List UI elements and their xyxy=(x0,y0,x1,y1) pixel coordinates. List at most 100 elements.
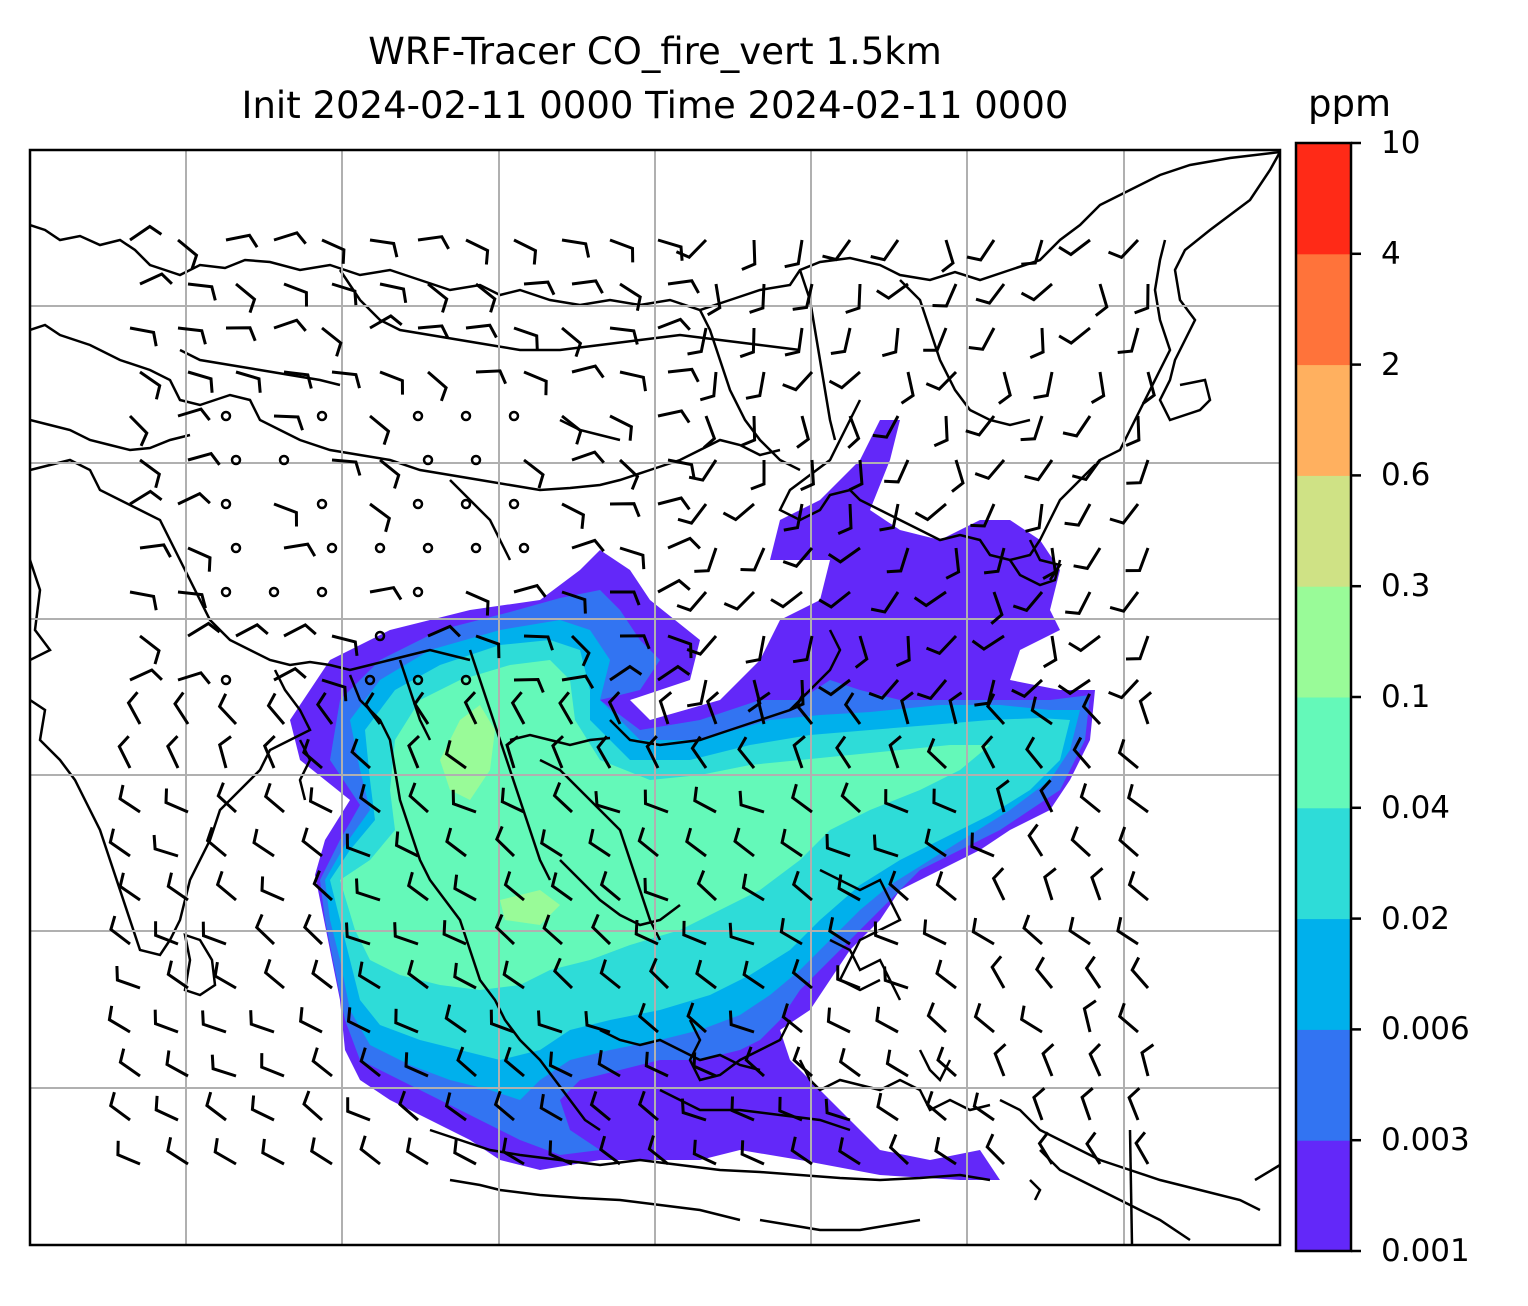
wind-barb xyxy=(1090,371,1106,404)
wind-barb xyxy=(913,590,947,608)
wind-barb xyxy=(1127,1087,1141,1121)
wind-barb xyxy=(695,959,717,990)
wind-barb-calm xyxy=(278,454,290,466)
wind-barb xyxy=(741,239,757,271)
wind-barb xyxy=(205,1091,227,1122)
wind-barb xyxy=(108,1091,131,1122)
wind-barb xyxy=(974,459,1006,481)
wind-barb xyxy=(413,691,430,725)
wind-barb xyxy=(216,782,238,814)
wind-barb xyxy=(589,1090,611,1122)
wind-barb xyxy=(884,459,910,484)
colorbar-tick-label: 0.6 xyxy=(1381,457,1431,494)
wind-barb xyxy=(540,829,563,858)
wind-barb xyxy=(542,914,563,946)
wind-barb xyxy=(128,414,149,447)
wind-barb xyxy=(596,735,612,769)
wind-barb xyxy=(118,784,141,814)
wind-barb xyxy=(1142,371,1156,405)
wind-barb xyxy=(273,318,307,332)
wind-barb xyxy=(782,547,814,568)
wind-barb xyxy=(118,1048,141,1078)
wind-barb xyxy=(551,735,565,769)
wind-barb xyxy=(558,691,574,725)
wind-barb xyxy=(451,789,477,814)
wind-barb xyxy=(523,458,545,489)
wind-barb xyxy=(1085,1131,1102,1165)
wind-barb xyxy=(619,546,646,570)
colorbar-tick-label: 2 xyxy=(1381,346,1401,383)
wind-barb xyxy=(1062,415,1092,438)
wind-barb xyxy=(513,326,539,350)
wind-barb xyxy=(990,591,1004,625)
wind-barb xyxy=(107,1005,131,1034)
wind-barb xyxy=(827,546,861,564)
wind-barb xyxy=(109,915,131,946)
wind-barb xyxy=(599,1135,621,1166)
map-title-line-2: Init 2024-02-11 0000 Time 2024-02-11 000… xyxy=(241,84,1069,127)
wind-barb xyxy=(781,1003,803,1034)
wind-barb-calm xyxy=(518,542,530,554)
wind-barb xyxy=(875,1006,899,1034)
wind-barb xyxy=(1012,591,1044,613)
wind-barb-calm xyxy=(470,542,482,554)
wind-barb xyxy=(657,238,684,261)
wind-barb xyxy=(139,272,173,286)
wind-barb xyxy=(129,489,163,506)
wind-barb xyxy=(475,634,501,659)
wind-barb xyxy=(936,1046,957,1078)
wind-barb xyxy=(494,913,516,946)
colorbar-segment xyxy=(1296,475,1351,587)
wind-barb xyxy=(830,327,852,355)
wind-barb xyxy=(634,919,659,946)
colorbar-tick-label: 0.02 xyxy=(1381,900,1451,937)
wind-barb xyxy=(870,591,900,614)
wind-barb xyxy=(705,691,720,725)
wind-barb xyxy=(837,874,861,902)
colorbar-segment xyxy=(1296,586,1351,698)
wind-barb xyxy=(778,1096,803,1122)
wind-barb xyxy=(1140,1043,1155,1077)
wind-barb xyxy=(503,1046,525,1078)
wind-barbs xyxy=(107,224,1156,1166)
wind-barb xyxy=(790,783,813,814)
wind-barb xyxy=(737,736,756,769)
wind-barb xyxy=(1116,916,1139,946)
wind-barb xyxy=(649,957,670,990)
wind-barb xyxy=(152,834,179,858)
wind-barb xyxy=(561,414,583,445)
wind-barb xyxy=(177,407,211,422)
wind-barb xyxy=(916,679,948,701)
wind-barb xyxy=(345,833,371,858)
wind-barb xyxy=(782,370,814,392)
wind-barb-calm xyxy=(220,586,232,598)
wind-barb xyxy=(968,327,996,351)
wind-barb xyxy=(1043,867,1057,901)
wind-barb xyxy=(1041,1043,1055,1077)
wind-barb xyxy=(682,920,707,946)
wind-barb xyxy=(1020,415,1044,442)
wind-barb xyxy=(888,735,902,769)
wind-barb xyxy=(879,503,900,532)
wind-barb xyxy=(986,693,1006,726)
wind-barb xyxy=(310,1137,333,1166)
wind-barb-calm xyxy=(460,410,472,422)
colorbar-segment xyxy=(1296,364,1351,476)
wind-barb xyxy=(686,635,718,656)
wind-barb xyxy=(475,282,497,313)
wind-barb xyxy=(657,496,691,511)
wind-barb xyxy=(1090,867,1104,901)
plume-level-5 xyxy=(440,705,495,800)
wind-barb xyxy=(658,691,673,725)
wind-barb xyxy=(838,1137,861,1166)
wind-barb xyxy=(350,738,371,770)
wind-barb xyxy=(1024,459,1054,482)
wind-barb xyxy=(571,364,605,379)
wind-barb xyxy=(888,1133,910,1166)
wind-barb xyxy=(1088,1043,1102,1077)
wind-barb xyxy=(637,1090,659,1122)
colorbar-tick-label: 0.04 xyxy=(1381,789,1451,826)
wind-barb xyxy=(263,958,285,990)
colorbar-frame xyxy=(1294,141,1353,1253)
wind-barb xyxy=(657,317,691,331)
